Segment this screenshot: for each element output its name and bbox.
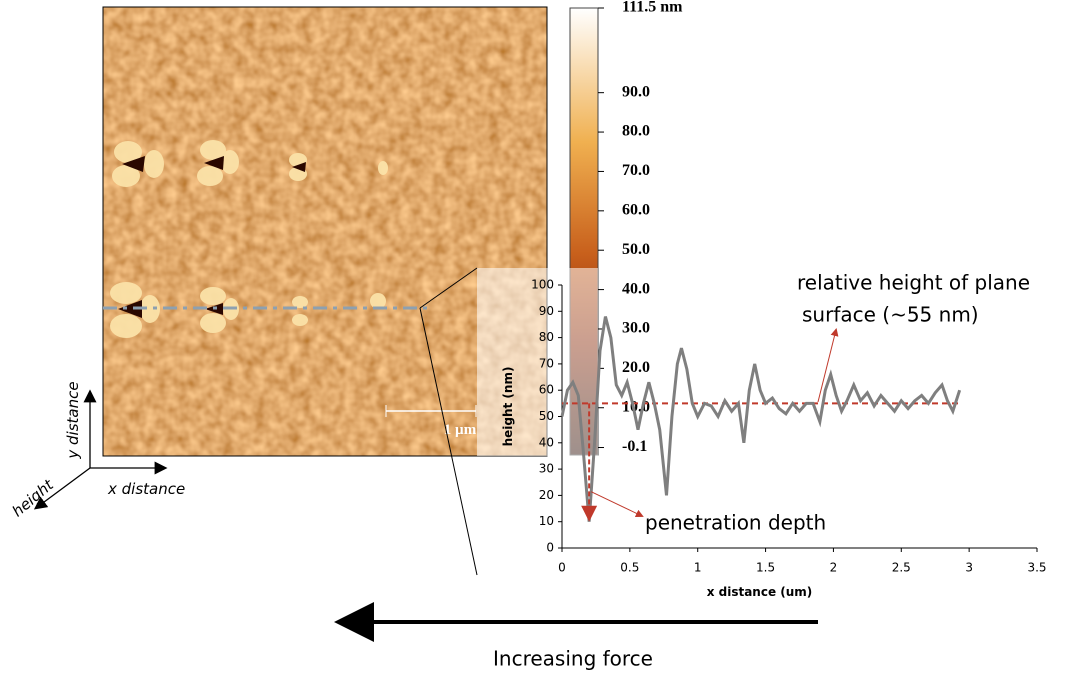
annotation-arrow <box>590 491 644 518</box>
axis-icon-label: y distance <box>64 381 82 459</box>
colorbar-label: 80.0 <box>622 123 650 140</box>
colorbar-label: 111.5 nm <box>622 0 683 16</box>
y-tick-label: 90 <box>539 304 554 318</box>
annotation: penetration depth <box>645 511 826 535</box>
y-tick-label: 80 <box>539 330 554 344</box>
y-tick-label: 10 <box>539 514 554 528</box>
overlay <box>477 268 598 456</box>
colorbar-label: 90.0 <box>622 83 650 100</box>
y-tick-label: 50 <box>539 409 554 423</box>
x-tick-label: 3.5 <box>1027 561 1046 575</box>
y-tick-label: 70 <box>539 356 554 370</box>
x-tick-label: 2 <box>830 561 838 575</box>
colorbar-label: 40.0 <box>622 280 650 297</box>
x-tick-label: 3 <box>965 561 973 575</box>
colorbar-label: -0.1 <box>622 438 647 455</box>
y-tick-label: 20 <box>539 488 554 502</box>
x-tick-label: 0.5 <box>620 561 639 575</box>
x-tick-label: 0 <box>558 561 566 575</box>
x-tick-label: 1 <box>694 561 702 575</box>
annotation: relative height of plane <box>797 271 1030 295</box>
colorbar-label: 60.0 <box>622 201 650 218</box>
y-tick-label: 40 <box>539 435 554 449</box>
y-tick-label: 30 <box>539 462 554 476</box>
colorbar-label: 70.0 <box>622 162 650 179</box>
colorbar-label: 20.0 <box>622 359 650 376</box>
colorbar-label: 50.0 <box>622 241 650 258</box>
y-tick-label: 0 <box>546 541 554 555</box>
zoom-line <box>419 307 478 576</box>
axes-icon <box>33 389 168 510</box>
y-axis-title: height (nm) <box>501 367 515 447</box>
zoom-line <box>419 267 478 309</box>
axis-icon-label: x distance <box>107 480 185 498</box>
colorbar-label: 30.0 <box>622 320 650 337</box>
y-tick-label: 60 <box>539 383 554 397</box>
scale-bar-label: 1 µm <box>444 422 477 438</box>
force-label: Increasing force <box>493 647 653 671</box>
annotation-arrow <box>817 328 839 403</box>
data-line <box>560 316 962 522</box>
x-tick-label: 2.5 <box>892 561 911 575</box>
afm-image: 1 µm <box>102 6 548 457</box>
x-axis-title: x distance (um) <box>707 585 813 599</box>
annotation: surface (~55 nm) <box>802 303 979 327</box>
y-tick-label: 100 <box>531 278 554 292</box>
x-tick-label: 1.5 <box>756 561 775 575</box>
